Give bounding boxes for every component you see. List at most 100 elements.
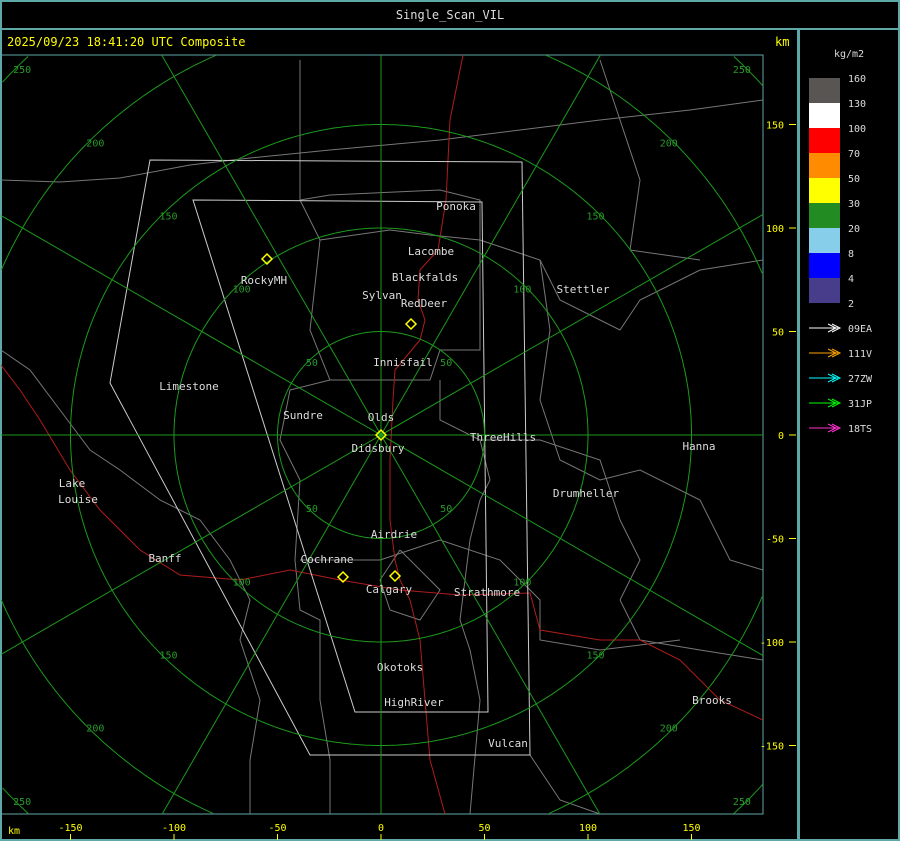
place-label: ThreeHills: [470, 431, 536, 444]
place-label: Blackfalds: [392, 271, 458, 284]
place-label: Lake: [59, 477, 86, 490]
radar-label[interactable]: 09EA: [848, 324, 872, 335]
x-tick-label: 50: [478, 823, 490, 834]
place-label: Didsbury: [352, 442, 405, 455]
place-label: Banff: [148, 552, 181, 565]
radar-label[interactable]: 111V: [848, 349, 872, 360]
ring-label: 50: [440, 358, 452, 369]
radar-site-icon[interactable]: [336, 570, 350, 584]
place-label: Drumheller: [553, 487, 620, 500]
ring-label: 200: [660, 138, 678, 149]
place-label: RedDeer: [401, 297, 448, 310]
ring-label: 250: [733, 65, 751, 76]
radar-label[interactable]: 31JP: [848, 399, 872, 410]
color-swatch: [809, 153, 840, 178]
radar-site-icon[interactable]: [388, 569, 402, 583]
ring-label: 250: [13, 65, 31, 76]
color-swatch: [809, 78, 840, 103]
place-label: Brooks: [692, 694, 732, 707]
y-tick-label: -150: [760, 742, 784, 753]
color-scale: 160 130 100 70 50 30 20 8 4 2: [809, 74, 866, 310]
ring-label: 150: [587, 211, 605, 222]
level-label: 8: [848, 249, 854, 260]
radar-site-icon[interactable]: [260, 252, 274, 266]
x-tick-label: -50: [268, 823, 286, 834]
window-title: Single_Scan_VIL: [395, 8, 505, 22]
place-label: Sundre: [283, 409, 323, 422]
place-label: Ponoka: [436, 200, 476, 213]
level-label: 70: [848, 149, 860, 160]
place-label: Innisfail: [373, 356, 433, 369]
radar-arrow-icon: [809, 423, 842, 433]
color-swatch: [809, 253, 840, 278]
y-axis: 150 100 50 0 -50 -100 -150: [760, 121, 796, 753]
county-boundaries: [1, 59, 763, 814]
place-label: RockyMH: [241, 274, 287, 287]
ring-labels: 50 50 50 50 100 100 100 100 150 150 150 150 200 200 20…: [13, 65, 751, 808]
ring-label: 150: [159, 211, 177, 222]
unit-label: km: [775, 35, 790, 49]
level-label: 4: [848, 274, 854, 285]
place-label: Calgary: [366, 583, 413, 596]
place-label: Cochrane: [301, 553, 354, 566]
ring-label: 150: [159, 651, 177, 662]
ring-label: 200: [660, 724, 678, 735]
x-tick-label: -100: [162, 823, 186, 834]
ring-label: 100: [513, 285, 531, 296]
ring-label: 200: [86, 724, 104, 735]
radar-arrow-icon: [809, 373, 842, 383]
y-tick-label: 100: [766, 224, 784, 235]
color-swatch: [809, 128, 840, 153]
ring-label: 100: [513, 577, 531, 588]
y-tick-label: 50: [772, 328, 784, 339]
place-label: Strathmore: [454, 586, 520, 599]
radar-site-icon[interactable]: [374, 428, 388, 442]
level-label: 160: [848, 74, 866, 85]
radar-legend: 09EA 111V 27ZW 31JP 18TS: [809, 323, 873, 435]
y-tick-label: -50: [766, 535, 784, 546]
ring-label: 100: [233, 577, 251, 588]
radar-arrow-icon: [809, 398, 842, 408]
range-rings: [1, 55, 763, 814]
x-axis: -150 -100 -50 0 50 100 150: [58, 823, 701, 840]
level-label: 130: [848, 99, 866, 110]
place-label: Lacombe: [408, 245, 454, 258]
level-label: 20: [848, 224, 860, 235]
x-tick-label: -150: [58, 823, 82, 834]
radar-sites: [260, 252, 418, 584]
radar-label[interactable]: 27ZW: [848, 374, 873, 385]
place-label: Sylvan: [362, 289, 402, 302]
x-axis-unit: km: [8, 826, 20, 837]
x-tick-label: 150: [682, 823, 700, 834]
place-label: Olds: [368, 411, 395, 424]
level-label: 100: [848, 124, 866, 135]
ring-label: 50: [306, 504, 318, 515]
ring-label: 150: [587, 651, 605, 662]
ring-label: 100: [233, 285, 251, 296]
ring-label: 200: [86, 138, 104, 149]
coverage-inner: [192, 199, 489, 713]
radar-site-icon[interactable]: [404, 317, 418, 331]
place-label: Limestone: [159, 380, 219, 393]
color-swatch: [809, 228, 840, 253]
radar-label[interactable]: 18TS: [848, 424, 872, 435]
place-label: Airdrie: [371, 528, 417, 541]
color-swatch: [809, 178, 840, 203]
x-tick-label: 100: [579, 823, 597, 834]
place-label: Stettler: [557, 283, 610, 296]
place-label: Louise: [58, 493, 98, 506]
level-label: 2: [848, 299, 854, 310]
ring-label: 250: [13, 797, 31, 808]
color-swatch: [809, 278, 840, 303]
level-label: 30: [848, 199, 860, 210]
place-label: Hanna: [682, 440, 715, 453]
color-swatch: [809, 103, 840, 128]
timestamp-label: 2025/09/23 18:41:20 UTC Composite: [7, 35, 246, 49]
ring-label: 250: [733, 797, 751, 808]
y-tick-label: 150: [766, 121, 784, 132]
x-tick-label: 0: [378, 823, 384, 834]
legend-panel: [797, 28, 900, 841]
range-ring: [1, 55, 763, 814]
